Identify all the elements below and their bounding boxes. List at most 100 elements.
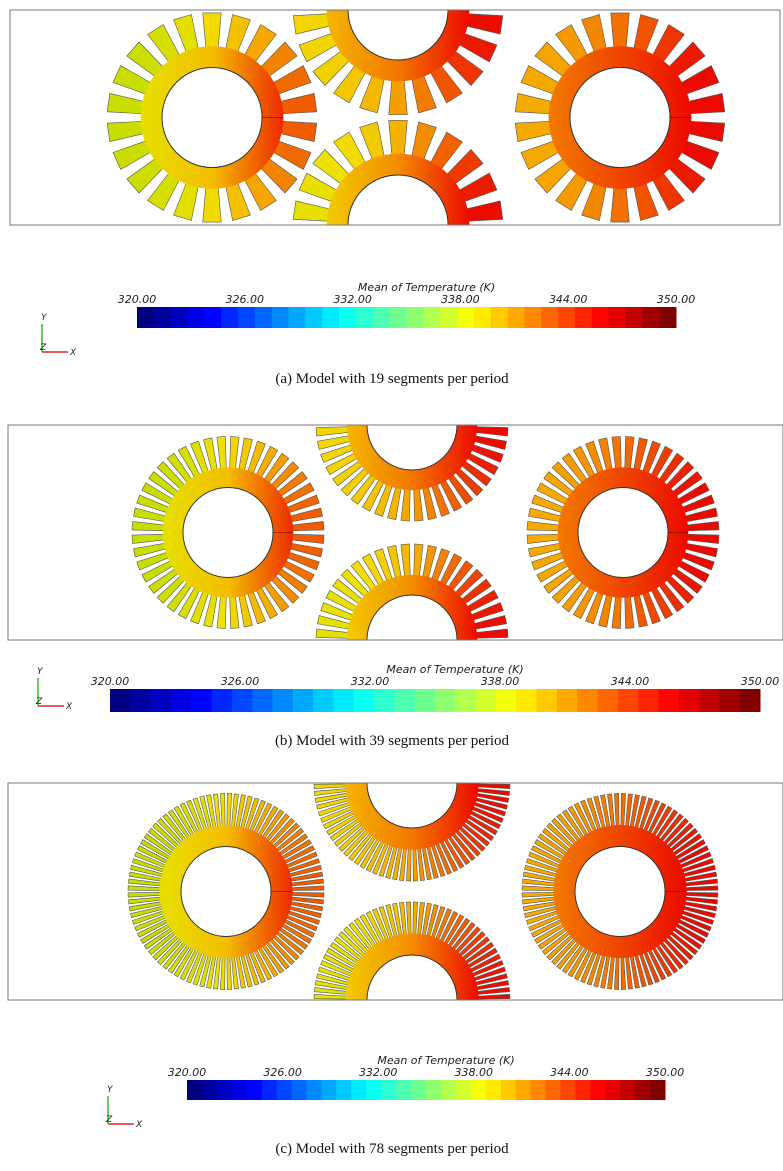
fin [476, 777, 511, 782]
colorbar-block [305, 307, 323, 328]
fin [473, 1014, 507, 1026]
colorbar-title: Mean of Temperature (K) [358, 281, 495, 294]
fin [314, 1001, 349, 1006]
colorbar-block [608, 307, 626, 328]
domain-border [7, 424, 783, 641]
colorbar-block [658, 689, 680, 712]
hole [577, 487, 669, 578]
colorbar-block [211, 689, 233, 712]
colorbar-tick-label: 338.00 [455, 1066, 494, 1079]
colorbar-block [238, 307, 256, 328]
colorbar-block [170, 689, 192, 712]
caption: (a) Model with 19 segments per period [275, 371, 509, 387]
fin [610, 12, 630, 50]
colorbar-block [495, 689, 517, 712]
caption: (c) Model with 78 segments per period [275, 1141, 509, 1157]
colorbar-tick-label: 326.00 [226, 293, 265, 306]
colorbar-block [191, 689, 213, 712]
fin [314, 1005, 349, 1012]
axis-y-label: Y [37, 667, 44, 677]
axis-x-label: X [135, 1120, 143, 1130]
hole [182, 487, 274, 578]
fin [321, 388, 355, 406]
colorbar-block [276, 1080, 293, 1100]
fin [316, 642, 350, 651]
colorbar-tick-label: 326.00 [221, 675, 260, 688]
colorbar-block [321, 1080, 337, 1100]
fin [318, 750, 352, 764]
colorbar-block [473, 307, 492, 328]
axis-z-label: Z [39, 343, 47, 353]
colorbar-block [470, 1080, 487, 1100]
colorbar-title: Mean of Temperature (K) [377, 1054, 514, 1067]
colorbar-block [110, 689, 131, 712]
hole [347, 10, 449, 61]
colorbar-tick-label: 332.00 [351, 675, 390, 688]
fin [299, 248, 339, 277]
fin [317, 651, 351, 665]
fin [465, 0, 503, 6]
fin [401, 329, 410, 363]
colorbar-block [271, 307, 290, 328]
colorbar-block [389, 307, 407, 328]
colorbar-block [246, 1080, 263, 1100]
axis-x-label: X [65, 702, 73, 712]
domain-border [9, 9, 781, 226]
axis-z-label: Z [105, 1115, 113, 1125]
colorbar-tick-label: 338.00 [481, 675, 520, 688]
colorbar-tick-label: 320.00 [168, 1066, 207, 1079]
colorbar-block [187, 307, 205, 328]
colorbar-block [137, 307, 155, 328]
colorbar-block [170, 307, 189, 328]
hole [366, 954, 458, 1000]
hole [366, 783, 458, 829]
colorbar-block [455, 1080, 472, 1100]
fin [469, 388, 503, 406]
simulation-image [8, 329, 783, 677]
colorbar-block [414, 689, 436, 712]
fin [202, 12, 222, 50]
colorbar-block [333, 689, 355, 712]
colorbar-block [558, 307, 576, 328]
fin [388, 77, 408, 115]
fin [473, 757, 507, 769]
fin [323, 1027, 355, 1046]
hole [366, 425, 458, 471]
axis-y-label: Y [41, 313, 48, 323]
colorbar-block [597, 689, 619, 712]
fin [317, 401, 351, 415]
fin [468, 1027, 500, 1046]
colorbar-block [475, 689, 497, 712]
colorbar-block [150, 689, 172, 712]
colorbar-block [204, 307, 222, 328]
fin [470, 1023, 503, 1040]
fin [474, 1010, 508, 1020]
fin [339, 1042, 367, 1068]
colorbar-block [336, 1080, 352, 1100]
colorbar-tick-label: 332.00 [359, 1066, 398, 1079]
colorbar-block [372, 307, 391, 328]
fin [327, 1031, 358, 1052]
fin [375, 334, 393, 368]
colorbar-block [381, 1080, 397, 1100]
colorbar-block [560, 1080, 576, 1100]
colorbar-block [435, 689, 456, 712]
colorbar-block [457, 307, 475, 328]
colorbar-block [590, 1080, 606, 1100]
fin [317, 1014, 351, 1026]
fin [321, 659, 355, 677]
colorbar-block [635, 1080, 651, 1100]
colorbar-block [485, 1080, 502, 1100]
fin [476, 1001, 511, 1006]
fin [465, 229, 503, 249]
colorbar-block [187, 1080, 203, 1100]
axis-z-label: Z [35, 697, 43, 707]
colorbar-block [374, 689, 395, 712]
colorbar-block [507, 307, 525, 328]
fin [388, 120, 408, 158]
domain-border [7, 782, 783, 1001]
colorbar-block [353, 689, 375, 712]
fin [423, 330, 437, 364]
axis-x-label: X [69, 348, 77, 358]
